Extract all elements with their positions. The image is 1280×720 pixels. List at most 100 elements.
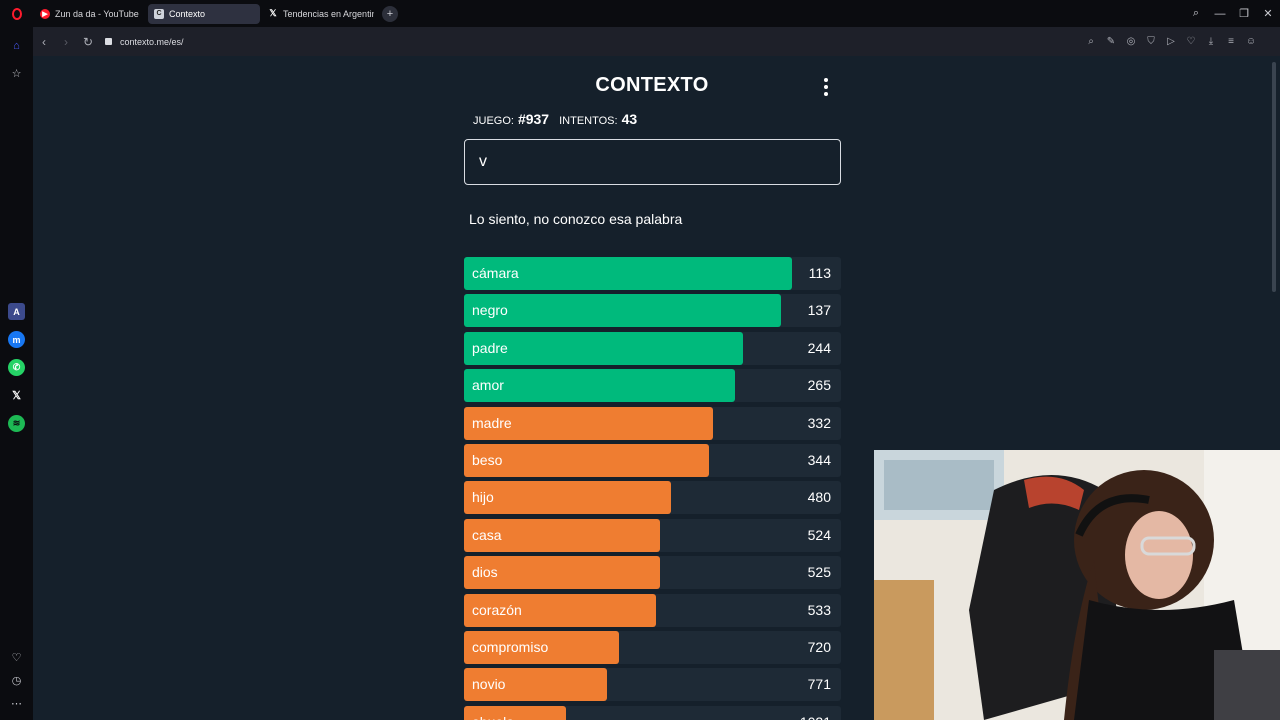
similarity-bar	[464, 369, 735, 403]
search-tabs-icon[interactable]: ⌕	[1192, 7, 1200, 19]
spotify-icon[interactable]: ≋	[8, 415, 25, 432]
webcam-overlay	[874, 450, 1280, 720]
guess-row: novio 771	[464, 668, 841, 702]
close-icon[interactable]: ✕	[1263, 8, 1273, 20]
reload-icon[interactable]: ↻	[82, 34, 94, 49]
heart-icon[interactable]: ♡	[11, 652, 22, 664]
similarity-bar	[464, 705, 566, 720]
guess-word: madre	[472, 414, 512, 431]
maximize-icon[interactable]: ❐	[1239, 8, 1249, 20]
zoom-icon[interactable]: ⌕	[1088, 36, 1094, 47]
tab-label: Contexto	[169, 8, 206, 19]
aria-icon[interactable]: A	[8, 303, 25, 320]
guess-row: compromiso 720	[464, 630, 841, 664]
shield-icon[interactable]: ⛉	[1147, 36, 1155, 47]
guess-word: hijo	[472, 489, 494, 506]
guess-distance: 771	[807, 676, 831, 693]
heart-icon[interactable]: ♡	[1186, 36, 1196, 47]
guess-distance: 113	[808, 265, 831, 281]
guess-row: dios 525	[464, 556, 841, 590]
guess-input[interactable]	[464, 139, 841, 185]
x-app-icon[interactable]: 𝕏	[12, 390, 21, 402]
tab-bar: ▶ Zun da da - YouTube C Contexto 𝕏 Tende…	[0, 0, 1280, 27]
guess-word: negro	[472, 302, 508, 319]
address-bar-actions: ⌕ ✎ ◎ ⛉ ▷ ♡ ⤓ ≡ ☺	[1084, 27, 1258, 56]
tab-contexto[interactable]: C Contexto	[148, 3, 260, 24]
guess-distance: 720	[807, 638, 831, 655]
tab-tendencias[interactable]: 𝕏 Tendencias en Argentina	[262, 4, 374, 24]
whatsapp-icon[interactable]: ✆	[8, 359, 25, 376]
guess-distance: 533	[807, 601, 831, 618]
camera-icon[interactable]: ◎	[1126, 36, 1136, 47]
similarity-bar	[464, 556, 660, 590]
back-icon[interactable]: ‹	[42, 34, 46, 49]
guess-distance: 265	[807, 377, 831, 394]
guess-distance: 344	[807, 451, 831, 468]
guess-row: abuela 1021	[464, 705, 841, 720]
home-icon[interactable]: ⌂	[13, 39, 20, 52]
similarity-bar	[464, 630, 619, 664]
kebab-menu-icon[interactable]	[821, 78, 831, 96]
guess-row: cámara 113	[464, 257, 841, 290]
game-number: #937	[517, 111, 550, 127]
new-tab-button[interactable]: +	[382, 5, 398, 22]
guess-list: cámara 113 negro 137 padre 244 amor 265 madre 332…	[464, 257, 841, 720]
messenger-icon[interactable]: m	[8, 331, 25, 348]
guess-row: corazón 533	[464, 593, 841, 627]
similarity-bar	[464, 331, 743, 365]
guess-row: negro 137	[464, 294, 841, 328]
guess-word: compromiso	[472, 638, 549, 655]
menu-icon[interactable]: ≡	[1228, 36, 1234, 47]
opera-icon	[12, 7, 22, 20]
attempts-label: INTENTOS:	[559, 115, 618, 127]
guess-row: casa 524	[464, 518, 841, 552]
guess-distance: 137	[807, 302, 831, 319]
similarity-bar	[464, 406, 713, 440]
more-icon[interactable]: ⋯	[11, 698, 22, 710]
guess-word: novio	[472, 676, 506, 693]
guess-distance: 525	[807, 564, 831, 581]
guess-distance: 244	[807, 339, 831, 356]
page-title: CONTEXTO	[595, 74, 709, 96]
guess-row: hijo 480	[464, 481, 841, 515]
similarity-bar	[464, 443, 709, 477]
tab-label: Tendencias en Argentina	[283, 8, 374, 19]
guess-word: casa	[472, 526, 502, 543]
page-scrollbar[interactable]	[1272, 62, 1276, 292]
edit-icon[interactable]: ✎	[1106, 36, 1116, 47]
history-icon[interactable]: ◷	[11, 675, 22, 687]
guess-distance: 1021	[800, 706, 831, 720]
star-icon[interactable]: ☆	[11, 68, 22, 80]
tab-youtube[interactable]: ▶ Zun da da - YouTube	[34, 4, 146, 24]
guess-row: padre 244	[464, 331, 841, 365]
guess-word: corazón	[472, 601, 522, 618]
browser-sidebar: ⌂ ☆ A m ✆ 𝕏 ≋ ♡ ◷ ⋯	[0, 27, 33, 720]
download-icon[interactable]: ⤓	[1208, 36, 1214, 47]
guess-word: beso	[472, 451, 503, 468]
youtube-icon: ▶	[40, 8, 50, 19]
similarity-bar	[464, 294, 781, 328]
opera-logo[interactable]	[0, 0, 34, 27]
guess-distance: 480	[807, 489, 831, 506]
guess-word: cámara	[472, 265, 519, 281]
similarity-bar	[464, 257, 792, 290]
lock-icon	[105, 38, 112, 45]
attempts-count: 43	[621, 111, 638, 127]
url-field[interactable]: contexto.me/es/	[105, 37, 184, 47]
contexto-icon: C	[154, 8, 164, 19]
minimize-icon[interactable]: —	[1214, 7, 1226, 20]
guess-word: amor	[472, 377, 504, 394]
profile-icon[interactable]: ☺	[1245, 36, 1257, 47]
guess-word: dios	[472, 564, 498, 581]
game-stats: JUEGO: #937 INTENTOS: 43	[473, 111, 643, 127]
play-icon[interactable]: ▷	[1167, 36, 1175, 47]
similarity-bar	[464, 481, 671, 515]
webcam-image	[874, 450, 1280, 720]
contexto-page: CONTEXTO JUEGO: #937 INTENTOS: 43 Lo sie…	[33, 56, 1280, 720]
forward-icon[interactable]: ›	[64, 34, 68, 49]
guess-row: madre 332	[464, 406, 841, 440]
tab-label: Zun da da - YouTube	[55, 8, 139, 19]
similarity-bar	[464, 668, 607, 702]
guess-distance: 524	[807, 526, 831, 543]
address-bar: ‹ › ↻ contexto.me/es/ ⌕ ✎ ◎ ⛉ ▷ ♡ ⤓ ≡ ☺	[33, 27, 1280, 56]
